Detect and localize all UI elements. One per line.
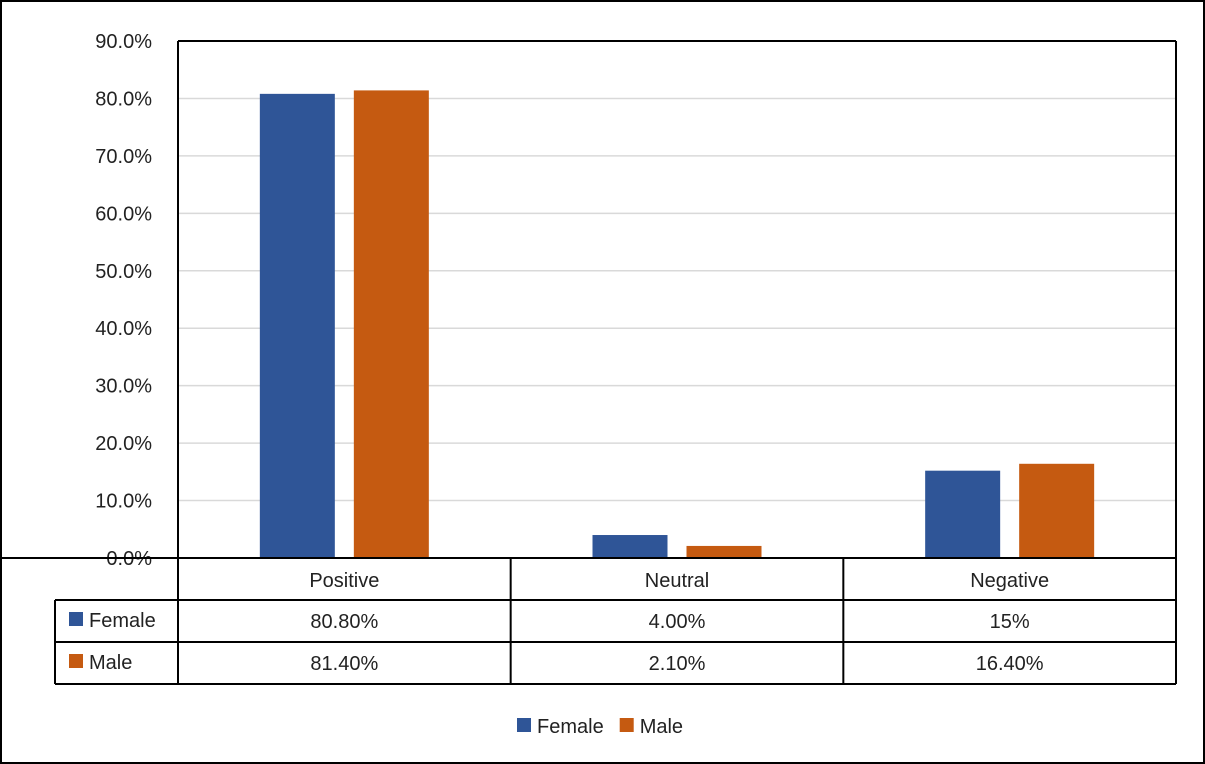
data-label: 81.40% — [310, 653, 378, 675]
legend-key-female — [517, 718, 531, 732]
x-category-label: Positive — [309, 570, 379, 592]
legend-label-female: Female — [537, 716, 604, 738]
table-series-name: Male — [89, 652, 132, 674]
bar-female-negative — [925, 470, 1001, 558]
legend-label-male: Male — [640, 716, 683, 738]
y-tick-label: 50.0% — [95, 261, 152, 283]
bars — [259, 90, 1095, 559]
table-legend-key — [69, 654, 83, 668]
bar-female-positive — [259, 93, 335, 559]
data-label: 16.40% — [976, 653, 1044, 675]
data-label: 2.10% — [649, 653, 706, 675]
legend-key-male — [619, 718, 634, 732]
y-tick-label: 90.0% — [95, 31, 152, 53]
bar-female-neutral — [592, 535, 668, 558]
y-tick-label: 60.0% — [95, 203, 152, 225]
data-label: 4.00% — [649, 611, 706, 633]
y-axis-ticks: 0.0%10.0%20.0%30.0%40.0%50.0%60.0%70.0%8… — [95, 31, 152, 570]
bar-male-positive — [353, 90, 429, 558]
table-series-name: Female — [89, 610, 156, 632]
bar-male-neutral — [686, 545, 762, 558]
y-tick-label: 40.0% — [95, 318, 152, 340]
data-label: 80.80% — [310, 611, 378, 633]
y-tick-label: 20.0% — [95, 433, 152, 455]
y-tick-label: 70.0% — [95, 146, 152, 168]
y-tick-label: 10.0% — [95, 491, 152, 513]
y-tick-label: 30.0% — [95, 376, 152, 398]
bar-male-negative — [1019, 463, 1095, 558]
data-table: Positive Neutral Negative Female 80.80% 4.00%… — [0, 557, 1177, 685]
legend: Female Male — [517, 716, 683, 738]
table-legend-key — [69, 612, 83, 626]
x-category-label: Neutral — [645, 570, 709, 592]
y-tick-label: 80.0% — [95, 88, 152, 110]
data-label: 15% — [990, 611, 1030, 633]
gridlines — [177, 40, 1177, 558]
x-category-label: Negative — [970, 570, 1049, 592]
